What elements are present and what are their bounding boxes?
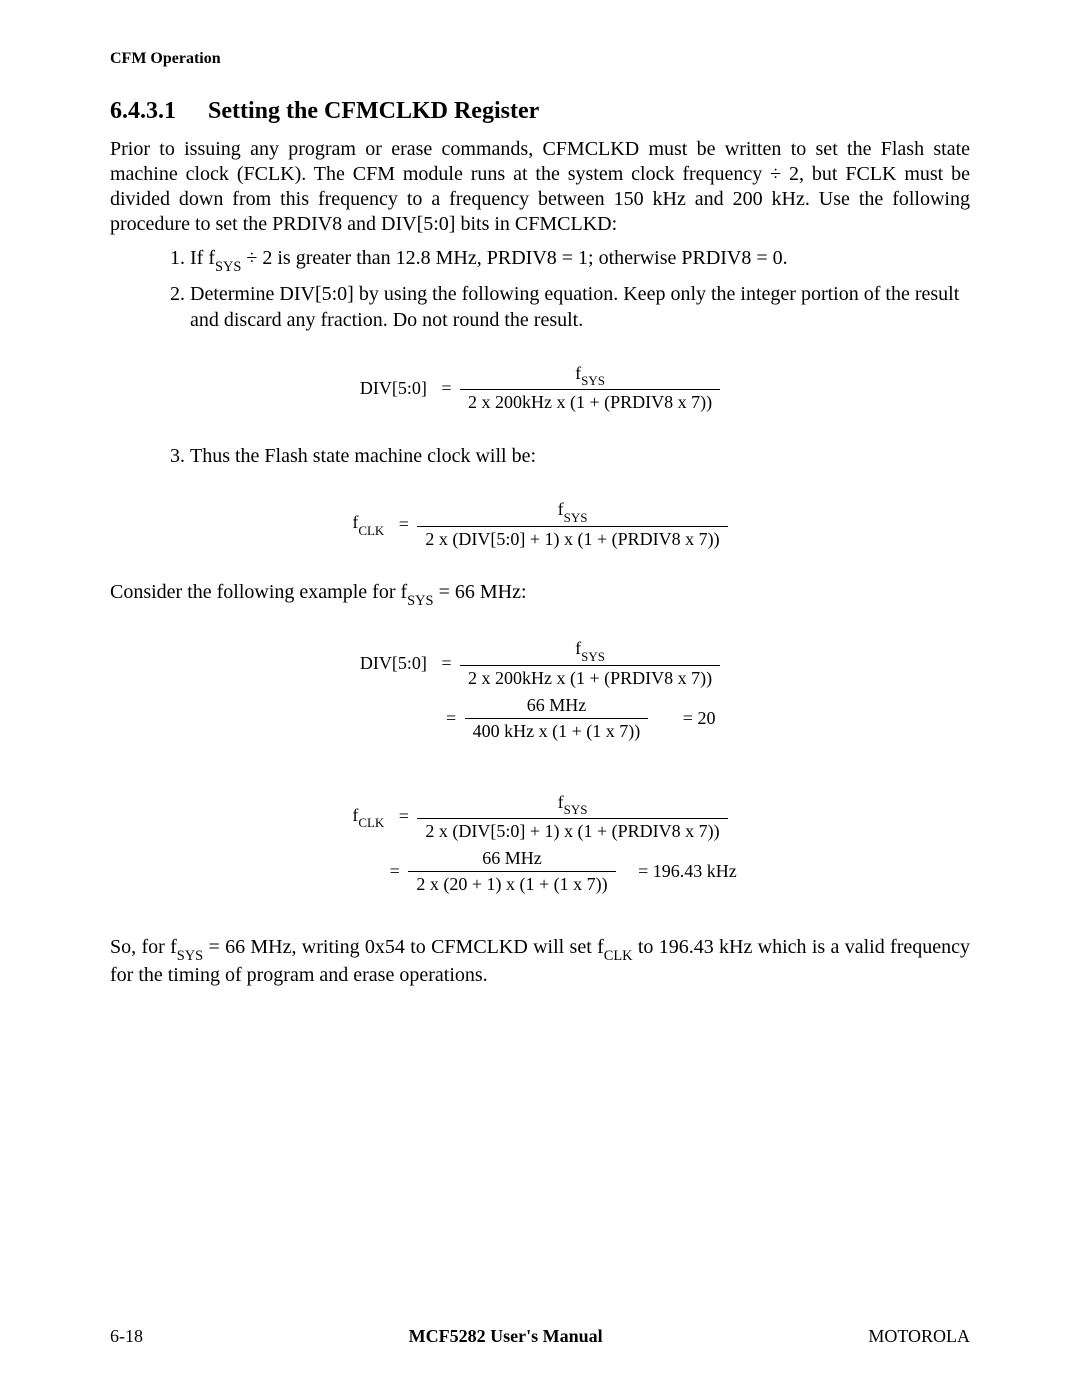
- eq3a-fraction: fSYS 2 x 200kHz x (1 + (PRDIV8 x 7)): [460, 638, 720, 689]
- equation-fclk-ex1: f CLK = fSYS 2 x (DIV[5:0] + 1) x (1 + (P…: [110, 792, 970, 843]
- conc-t2: = 66 MHz, writing 0x54 to CFMCLKD will s…: [203, 936, 604, 958]
- equation-fclk: f CLK = fSYS 2 x (DIV[5:0] + 1) x (1 + (P…: [110, 499, 970, 550]
- eq3a-lhs: DIV[5:0]: [360, 653, 433, 674]
- conc-s1: SYS: [177, 948, 203, 964]
- eq4a-den: 2 x (DIV[5:0] + 1) x (1 + (PRDIV8 x 7)): [417, 819, 727, 842]
- eq3b-result: = 20: [653, 708, 716, 729]
- eq4a-fraction: fSYS 2 x (DIV[5:0] + 1) x (1 + (PRDIV8 x…: [417, 792, 727, 843]
- eq2-den: 2 x (DIV[5:0] + 1) x (1 + (PRDIV8 x 7)): [417, 527, 727, 550]
- footer-page-number: 6-18: [110, 1326, 143, 1347]
- equation-div: DIV[5:0] = fSYS 2 x 200kHz x (1 + (PRDIV…: [110, 363, 970, 414]
- eq4b-fraction: 66 MHz 2 x (20 + 1) x (1 + (1 x 7)): [408, 848, 615, 895]
- step1-post: ÷ 2 is greater than 12.8 MHz, PRDIV8 = 1…: [241, 247, 787, 269]
- eq2-num-sub: SYS: [564, 510, 588, 525]
- eq1-num-sub: SYS: [581, 373, 605, 388]
- eq4a-equals: =: [395, 806, 413, 827]
- step-1: If fSYS ÷ 2 is greater than 12.8 MHz, PR…: [190, 245, 970, 275]
- eq4a-num-sub: SYS: [564, 802, 588, 817]
- eq4b-equals: =: [386, 861, 404, 882]
- section-number: 6.4.3.1: [110, 98, 202, 125]
- eq1-equals: =: [437, 378, 455, 399]
- page-footer: 6-18 MCF5282 User's Manual MOTOROLA: [110, 1326, 970, 1347]
- section-title: Setting the CFMCLKD Register: [208, 98, 539, 124]
- eq4a-num-pre: f: [558, 792, 564, 812]
- eq2-num-pre: f: [558, 499, 564, 519]
- eq3b-num: 66 MHz: [465, 695, 649, 719]
- step1-sub: SYS: [215, 259, 241, 275]
- eq4b-den: 2 x (20 + 1) x (1 + (1 x 7)): [408, 872, 615, 895]
- eq2-fraction: fSYS 2 x (DIV[5:0] + 1) x (1 + (PRDIV8 x…: [417, 499, 727, 550]
- step-2: Determine DIV[5:0] by using the followin…: [190, 281, 970, 333]
- footer-company: MOTOROLA: [868, 1326, 970, 1347]
- example-intro: Consider the following example for fSYS …: [110, 580, 970, 608]
- example-intro-post: = 66 MHz:: [434, 581, 527, 603]
- conc-s2: CLK: [604, 948, 633, 964]
- eq3b-den: 400 kHz x (1 + (1 x 7)): [465, 719, 649, 742]
- step-3: Thus the Flash state machine clock will …: [190, 443, 970, 469]
- eq2-equals: =: [395, 514, 413, 535]
- conc-t1: So, for f: [110, 936, 177, 958]
- procedure-list-cont: Thus the Flash state machine clock will …: [110, 443, 970, 469]
- eq4b-num: 66 MHz: [408, 848, 615, 872]
- running-header: CFM Operation: [110, 50, 970, 68]
- footer-manual-title: MCF5282 User's Manual: [409, 1326, 603, 1347]
- equation-fclk-ex1b: fCLK = 66 MHz 2 x (20 + 1) x (1 + (1 x 7…: [110, 848, 970, 895]
- example-intro-sub: SYS: [407, 593, 433, 609]
- eq3a-equals: =: [437, 653, 455, 674]
- eq4b-result: = 196.43 kHz: [620, 861, 737, 882]
- step1-pre: If f: [190, 247, 215, 269]
- eq1-lhs: DIV[5:0]: [360, 378, 433, 399]
- intro-paragraph: Prior to issuing any program or erase co…: [110, 137, 970, 237]
- eq2-lhs-sub: CLK: [358, 523, 384, 538]
- eq3b-equals: =: [442, 708, 460, 729]
- section-heading: 6.4.3.1 Setting the CFMCLKD Register: [110, 98, 970, 125]
- eq1-fraction: fSYS 2 x 200kHz x (1 + (PRDIV8 x 7)): [460, 363, 720, 414]
- eq3a-num-sub: SYS: [581, 649, 605, 664]
- eq3a-den: 2 x 200kHz x (1 + (PRDIV8 x 7)): [460, 666, 720, 689]
- eq3b-fraction: 66 MHz 400 kHz x (1 + (1 x 7)): [465, 695, 649, 742]
- procedure-list: If fSYS ÷ 2 is greater than 12.8 MHz, PR…: [110, 245, 970, 333]
- conclusion-paragraph: So, for fSYS = 66 MHz, writing 0x54 to C…: [110, 935, 970, 988]
- eq4a-lhs-sub: CLK: [358, 815, 384, 830]
- eq1-den: 2 x 200kHz x (1 + (PRDIV8 x 7)): [460, 390, 720, 413]
- equation-div-ex1: DIV[5:0] = fSYS 2 x 200kHz x (1 + (PRDIV…: [110, 638, 970, 689]
- equation-div-ex1b: DIV[5:0] = 66 MHz 400 kHz x (1 + (1 x 7)…: [110, 695, 970, 742]
- example-intro-pre: Consider the following example for f: [110, 581, 407, 603]
